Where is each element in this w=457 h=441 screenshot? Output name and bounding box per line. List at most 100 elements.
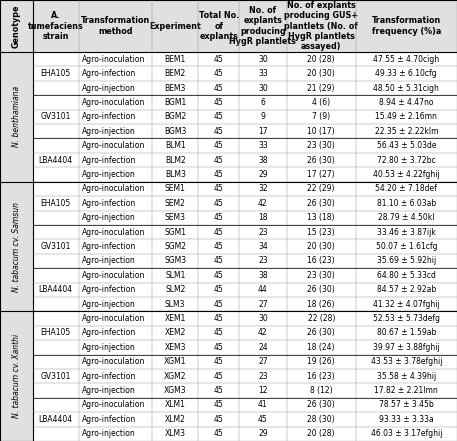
Text: XLM3: XLM3 — [165, 429, 186, 438]
Text: 26 (30): 26 (30) — [307, 199, 335, 208]
Text: 20 (28): 20 (28) — [308, 429, 335, 438]
Text: 13 (18): 13 (18) — [308, 213, 335, 222]
Text: 26 (30): 26 (30) — [307, 400, 335, 410]
Text: 4 (6): 4 (6) — [312, 98, 330, 107]
Text: SEM2: SEM2 — [165, 199, 186, 208]
Text: Genotype: Genotype — [12, 4, 21, 48]
Text: 16 (23): 16 (23) — [308, 372, 335, 381]
Text: Agro-injection: Agro-injection — [82, 170, 135, 179]
Text: 45: 45 — [214, 170, 223, 179]
Text: 17: 17 — [258, 127, 268, 136]
Text: 15 (23): 15 (23) — [308, 228, 335, 237]
Text: 45: 45 — [214, 141, 223, 150]
Text: XEM3: XEM3 — [165, 343, 186, 352]
Text: 46.03 ± 3.17efghij: 46.03 ± 3.17efghij — [371, 429, 442, 438]
Text: Agro-injection: Agro-injection — [82, 256, 135, 265]
Text: GV3101: GV3101 — [41, 372, 71, 381]
Text: 23: 23 — [258, 372, 268, 381]
Text: GV3101: GV3101 — [41, 112, 71, 121]
Text: No. of explants
producing GUS+
plantlets (No. of
HygR plantlets
assayed): No. of explants producing GUS+ plantlets… — [284, 1, 358, 51]
Text: 56.43 ± 5.03de: 56.43 ± 5.03de — [377, 141, 436, 150]
Text: Agro-infection: Agro-infection — [82, 372, 136, 381]
Text: 9: 9 — [260, 112, 266, 121]
Text: N. benthamiana: N. benthamiana — [12, 86, 21, 147]
Text: SGM2: SGM2 — [164, 242, 186, 251]
Text: 45: 45 — [214, 256, 223, 265]
Text: Agro-inoculation: Agro-inoculation — [82, 271, 145, 280]
Text: BGM1: BGM1 — [164, 98, 186, 107]
Text: BEM3: BEM3 — [165, 83, 186, 93]
Text: 20 (30): 20 (30) — [307, 69, 335, 78]
Text: LBA4404: LBA4404 — [39, 285, 73, 294]
Text: 38: 38 — [258, 156, 268, 164]
Text: 45: 45 — [214, 329, 223, 337]
Text: 78.57 ± 3.45b: 78.57 ± 3.45b — [379, 400, 434, 410]
Text: Agro-injection: Agro-injection — [82, 429, 135, 438]
Text: 45: 45 — [214, 127, 223, 136]
Text: Agro-inoculation: Agro-inoculation — [82, 184, 145, 194]
Text: XEM2: XEM2 — [165, 329, 186, 337]
Text: EHA105: EHA105 — [41, 329, 71, 337]
Text: 8 (12): 8 (12) — [310, 386, 333, 395]
Text: SLM1: SLM1 — [165, 271, 186, 280]
Bar — [0, 0, 457, 52]
Text: 22.35 ± 2.22klm: 22.35 ± 2.22klm — [375, 127, 438, 136]
Text: N. tabacum cv. Xanthi: N. tabacum cv. Xanthi — [12, 334, 21, 418]
Text: 28.79 ± 4.50kl: 28.79 ± 4.50kl — [378, 213, 435, 222]
Text: XLM2: XLM2 — [165, 415, 186, 424]
Text: Agro-inoculation: Agro-inoculation — [82, 141, 145, 150]
Text: 33: 33 — [258, 69, 268, 78]
Text: SEM3: SEM3 — [165, 213, 186, 222]
Text: SGM1: SGM1 — [164, 228, 186, 237]
Text: Agro-infection: Agro-infection — [82, 69, 136, 78]
Text: 45: 45 — [214, 314, 223, 323]
Text: 16 (23): 16 (23) — [308, 256, 335, 265]
Text: Agro-injection: Agro-injection — [82, 127, 135, 136]
Text: 20 (28): 20 (28) — [308, 55, 335, 64]
Text: Agro-inoculation: Agro-inoculation — [82, 400, 145, 410]
Text: 47.55 ± 4.70cigh: 47.55 ± 4.70cigh — [373, 55, 439, 64]
Text: No. of
explants
producing
HygR plantlets: No. of explants producing HygR plantlets — [229, 7, 296, 45]
Text: 49.33 ± 6.10cfg: 49.33 ± 6.10cfg — [376, 69, 437, 78]
Text: 23: 23 — [258, 228, 268, 237]
Text: SLM3: SLM3 — [165, 299, 186, 309]
Text: 10 (17): 10 (17) — [308, 127, 335, 136]
Text: 27: 27 — [258, 299, 268, 309]
Text: 30: 30 — [258, 314, 268, 323]
Text: 45: 45 — [214, 199, 223, 208]
Text: 26 (30): 26 (30) — [307, 285, 335, 294]
Text: 39.97 ± 3.88fghij: 39.97 ± 3.88fghij — [373, 343, 440, 352]
Text: 38: 38 — [258, 271, 268, 280]
Text: 45: 45 — [214, 98, 223, 107]
Bar — [0, 0, 33, 441]
Text: XLM1: XLM1 — [165, 400, 186, 410]
Text: Agro-inoculation: Agro-inoculation — [82, 357, 145, 366]
Text: 33: 33 — [258, 141, 268, 150]
Text: 19 (26): 19 (26) — [308, 357, 335, 366]
Text: Agro-injection: Agro-injection — [82, 386, 135, 395]
Text: XGM2: XGM2 — [164, 372, 186, 381]
Text: BGM2: BGM2 — [164, 112, 186, 121]
Text: Agro-inoculation: Agro-inoculation — [82, 314, 145, 323]
Text: 24: 24 — [258, 343, 268, 352]
Text: Agro-infection: Agro-infection — [82, 285, 136, 294]
Text: 45: 45 — [214, 343, 223, 352]
Text: Agro-infection: Agro-infection — [82, 242, 136, 251]
Text: Agro-injection: Agro-injection — [82, 213, 135, 222]
Text: Transformation
frequency (%)a: Transformation frequency (%)a — [372, 16, 441, 36]
Text: 45: 45 — [214, 242, 223, 251]
Text: 40.53 ± 4.22fghij: 40.53 ± 4.22fghij — [373, 170, 440, 179]
Text: Agro-inoculation: Agro-inoculation — [82, 228, 145, 237]
Text: SGM3: SGM3 — [164, 256, 186, 265]
Text: N. tabacum cv. Samsun: N. tabacum cv. Samsun — [12, 202, 21, 292]
Text: 45: 45 — [258, 415, 268, 424]
Text: 15.49 ± 2.16mn: 15.49 ± 2.16mn — [375, 112, 437, 121]
Text: 8.94 ± 4.47no: 8.94 ± 4.47no — [379, 98, 434, 107]
Text: 45: 45 — [214, 156, 223, 164]
Text: Agro-infection: Agro-infection — [82, 156, 136, 164]
Text: 80.67 ± 1.59ab: 80.67 ± 1.59ab — [377, 329, 436, 337]
Text: 29: 29 — [258, 429, 268, 438]
Text: BLM1: BLM1 — [165, 141, 186, 150]
Text: 52.53 ± 5.73defg: 52.53 ± 5.73defg — [373, 314, 440, 323]
Text: BEM1: BEM1 — [165, 55, 186, 64]
